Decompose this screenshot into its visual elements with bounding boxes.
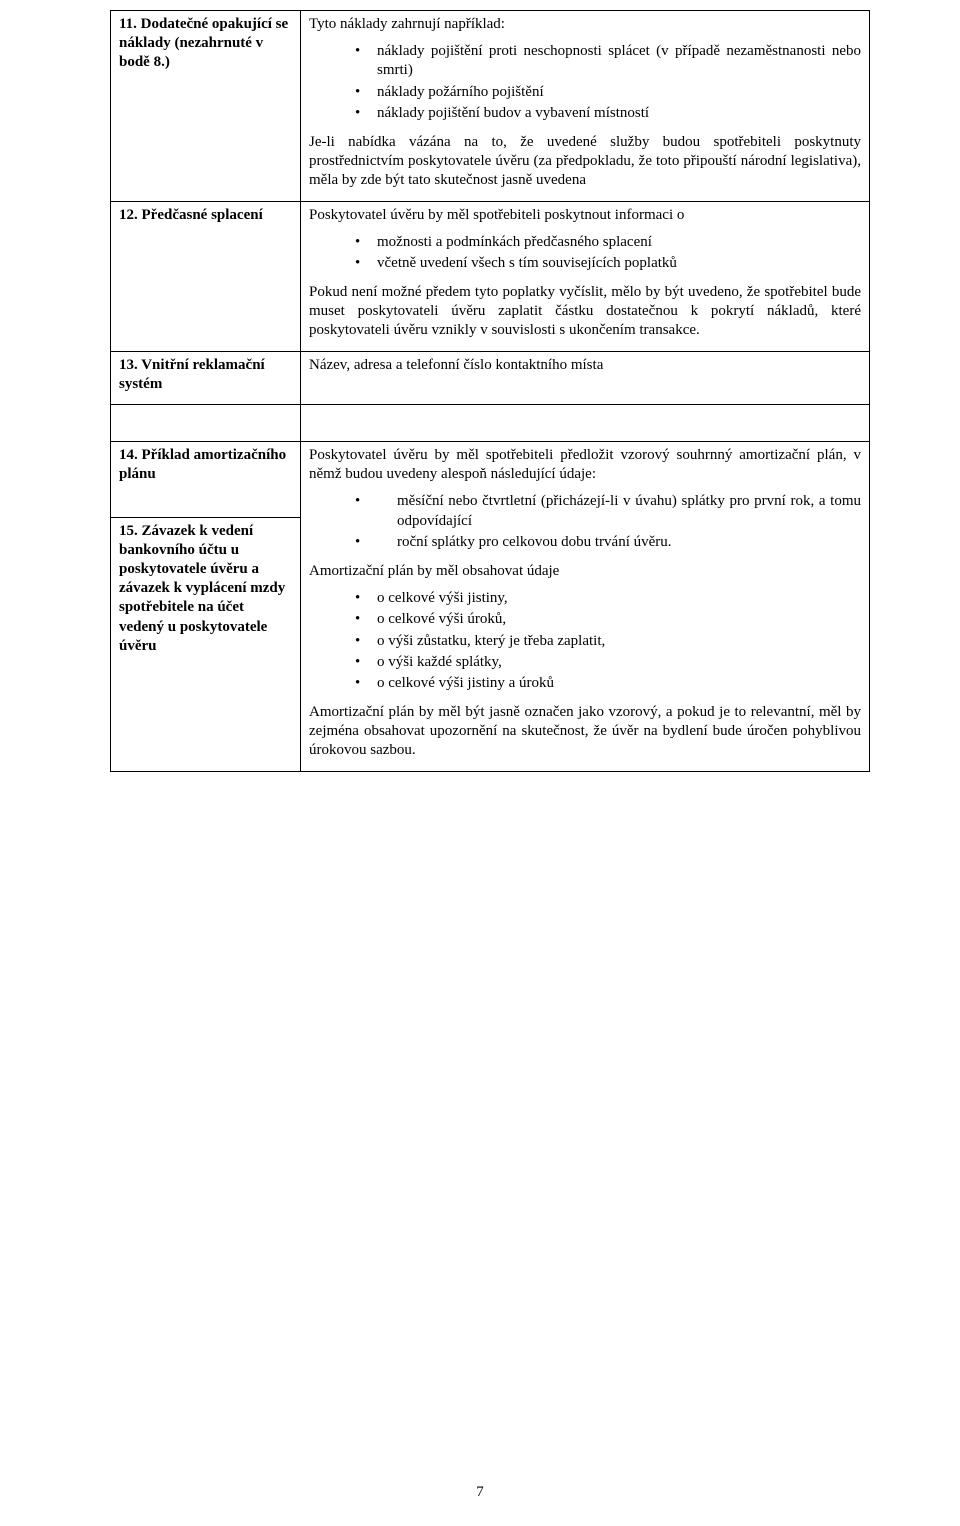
list-item: náklady požárního pojištění (355, 83, 861, 104)
bullet-list: měsíční nebo čtvrtletní (přicházejí-li v… (309, 492, 861, 554)
bullet-list: možnosti a podmínkách předčasného splace… (309, 233, 861, 275)
intro-text: Tyto náklady zahrnují například: (309, 15, 861, 34)
row-heading: 15. Závazek k vedení bankovního účtu u p… (119, 523, 285, 654)
info-table: 11. Dodatečné opakující se náklady (neza… (110, 10, 870, 772)
row-heading: 12. Předčasné splacení (119, 207, 263, 223)
row-content-cell: Poskytovatel úvěru by měl spotřebiteli p… (301, 442, 870, 772)
table-row: 11. Dodatečné opakující se náklady (neza… (111, 11, 870, 202)
contact-text: Název, adresa a telefonní číslo kontaktn… (309, 356, 861, 375)
list-item: roční splátky pro celkovou dobu trvání ú… (355, 533, 861, 554)
spacer-cell-left (111, 405, 301, 442)
table-row: 12. Předčasné splacení Poskytovatel úvěr… (111, 201, 870, 351)
row-heading: 11. Dodatečné opakující se náklady (neza… (119, 16, 288, 70)
row-content-cell: Tyto náklady zahrnují například: náklady… (301, 11, 870, 202)
list-item: náklady pojištění proti neschopnosti spl… (355, 42, 861, 82)
table-row: 14. Příklad amortizačního plánu Poskytov… (111, 442, 870, 518)
row-heading-cell: 12. Předčasné splacení (111, 201, 301, 351)
row-heading-cell: 13. Vnitřní reklamační systém (111, 351, 301, 404)
list-item: náklady pojištění budov a vybavení místn… (355, 104, 861, 125)
note-text: Amortizační plán by měl být jasně označe… (309, 703, 861, 761)
row-heading: 13. Vnitřní reklamační systém (119, 357, 265, 392)
intro-text: Poskytovatel úvěru by měl spotřebiteli p… (309, 446, 861, 484)
page-number: 7 (0, 1483, 960, 1502)
row-heading: 14. Příklad amortizačního plánu (119, 447, 286, 482)
spacer-row (111, 405, 870, 442)
bullet-list: náklady pojištění proti neschopnosti spl… (309, 42, 861, 125)
list-item: o celkové výši jistiny, (355, 589, 861, 610)
list-item: měsíční nebo čtvrtletní (přicházejí-li v… (355, 492, 861, 532)
bullet-list: o celkové výši jistiny, o celkové výši ú… (309, 589, 861, 695)
row-content-cell: Název, adresa a telefonní číslo kontaktn… (301, 351, 870, 404)
mid-text: Amortizační plán by měl obsahovat údaje (309, 562, 861, 581)
row-content-cell: Poskytovatel úvěru by měl spotřebiteli p… (301, 201, 870, 351)
list-item: o výši každé splátky, (355, 653, 861, 674)
row-heading-cell: 15. Závazek k vedení bankovního účtu u p… (111, 517, 301, 771)
table-row: 13. Vnitřní reklamační systém Název, adr… (111, 351, 870, 404)
list-item: možnosti a podmínkách předčasného splace… (355, 233, 861, 254)
list-item: o celkové výši jistiny a úroků (355, 674, 861, 695)
row-heading-cell: 11. Dodatečné opakující se náklady (neza… (111, 11, 301, 202)
list-item: včetně uvedení všech s tím souvisejících… (355, 254, 861, 275)
list-item: o výši zůstatku, který je třeba zaplatit… (355, 632, 861, 653)
row-heading-cell: 14. Příklad amortizačního plánu (111, 442, 301, 518)
intro-text: Poskytovatel úvěru by měl spotřebiteli p… (309, 206, 861, 225)
note-text: Pokud není možné předem tyto poplatky vy… (309, 283, 861, 341)
spacer-cell-right (301, 405, 870, 442)
note-text: Je-li nabídka vázána na to, že uvedené s… (309, 133, 861, 191)
list-item: o celkové výši úroků, (355, 610, 861, 631)
